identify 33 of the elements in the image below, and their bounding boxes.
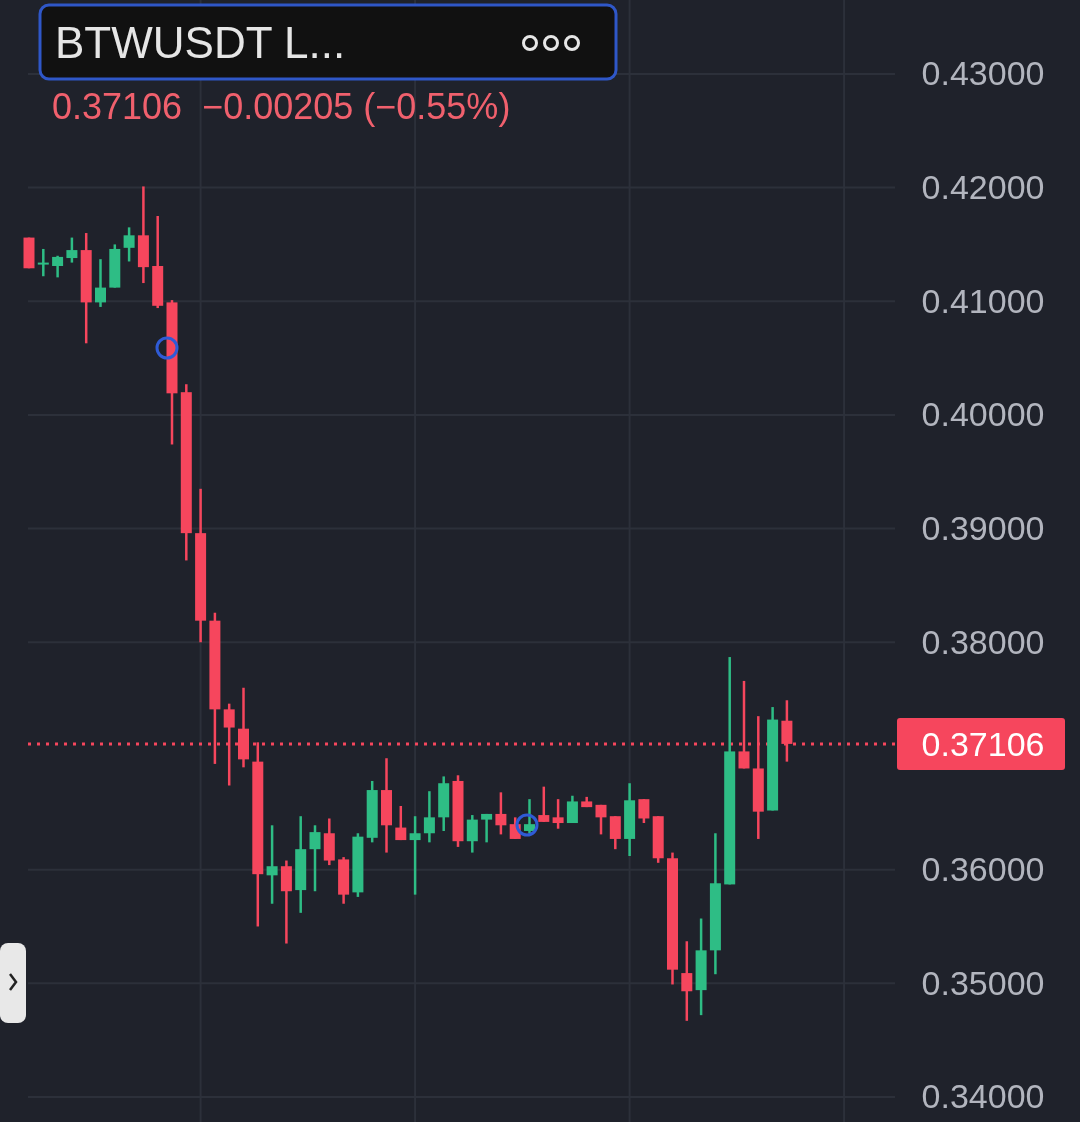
text: 0.37106 −0.00205 (−0.55%) — [52, 86, 511, 127]
ref-line-label: 0.37106 — [921, 724, 1045, 763]
candlestick — [538, 785, 550, 824]
y-tick-label: 0.41000 — [921, 281, 1045, 320]
y-tick-label: 0.39000 — [921, 508, 1045, 547]
y-tick-label: 0.38000 — [921, 622, 1045, 661]
candlestick — [609, 814, 621, 851]
candlestick — [66, 236, 78, 264]
candlestick — [481, 812, 493, 844]
candlestick — [37, 247, 49, 278]
chart-title: BTWUSDT L... — [55, 18, 346, 67]
y-tick-label: 0.40000 — [921, 395, 1045, 434]
candlestick — [423, 789, 435, 844]
y-tick-label: 0.35000 — [921, 963, 1045, 1002]
candlestick — [638, 797, 650, 825]
y-tick-label: 0.34000 — [921, 1077, 1045, 1116]
candlestick — [266, 824, 278, 905]
candlestick — [309, 824, 321, 893]
y-tick-label: 0.43000 — [921, 54, 1045, 93]
candlestick — [52, 254, 64, 279]
y-tick-label: 0.36000 — [921, 850, 1045, 889]
candlestick — [409, 814, 421, 896]
candlestick — [566, 794, 578, 825]
candlestick — [681, 940, 693, 1023]
candlestick — [466, 813, 478, 854]
candlestick — [123, 226, 135, 263]
candlestick — [395, 804, 407, 842]
y-tick-label: 0.42000 — [921, 167, 1045, 206]
candlestick — [95, 257, 106, 309]
candlestick — [524, 797, 535, 835]
candlestick — [552, 797, 564, 830]
candlestick — [595, 803, 607, 836]
candlestick — [495, 791, 507, 836]
